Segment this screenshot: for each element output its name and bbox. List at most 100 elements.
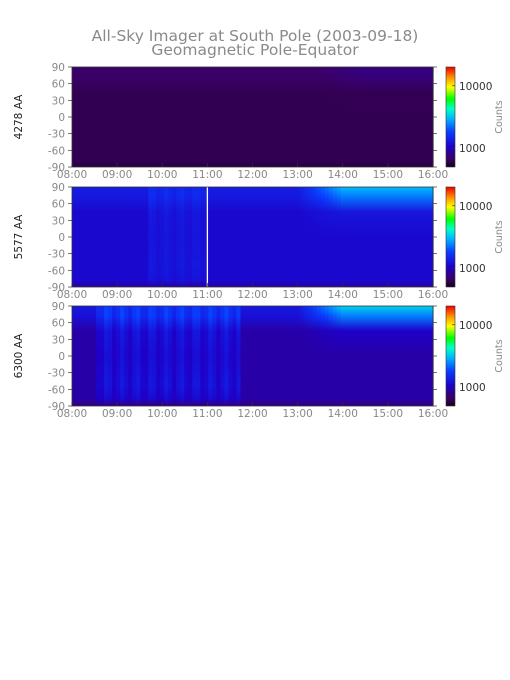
colorbar-tick-label: 10000 xyxy=(459,201,492,213)
chart-subtitle: Geomagnetic Pole-Equator xyxy=(151,41,359,59)
y-tick-label: -60 xyxy=(48,145,65,157)
heatmap-cell xyxy=(292,67,298,167)
y-tick-label: -60 xyxy=(48,265,65,277)
heatmap-cell xyxy=(180,306,185,406)
heatmap-cell xyxy=(396,67,402,167)
heatmap-cell xyxy=(420,306,426,406)
heatmap-cell xyxy=(276,67,282,167)
heatmap-cell xyxy=(360,306,366,406)
x-tick-label: 09:00 xyxy=(102,169,132,181)
y-tick-label: 60 xyxy=(52,79,65,91)
heatmap-cell xyxy=(288,306,294,406)
heatmap-cell xyxy=(80,187,85,287)
heatmap-cell xyxy=(96,67,101,167)
heatmap-cell xyxy=(224,306,230,406)
heatmap-cell xyxy=(392,306,398,406)
heatmap-cell xyxy=(220,306,226,406)
heatmap-cell xyxy=(352,67,358,167)
heatmap-cell xyxy=(284,67,290,167)
y-tick-label: -30 xyxy=(48,249,65,261)
y-tick-label: 90 xyxy=(52,62,65,74)
y-tick-label: -90 xyxy=(48,162,65,174)
heatmap-cell xyxy=(228,187,234,287)
heatmap-cell xyxy=(132,187,137,287)
x-tick-label: 11:00 xyxy=(192,408,222,420)
heatmap-cell xyxy=(160,187,165,287)
heatmap-cell xyxy=(120,187,125,287)
heatmap-cell xyxy=(324,306,330,406)
heatmap-cell xyxy=(120,67,125,167)
y-axis-label: 4278 AA xyxy=(13,94,25,140)
heatmap-cell xyxy=(408,67,414,167)
heatmap-cell xyxy=(244,67,250,167)
heatmap-cell xyxy=(392,67,398,167)
heatmap-cell xyxy=(252,187,258,287)
heatmap-cell xyxy=(108,306,113,406)
heatmap-cell xyxy=(324,67,330,167)
y-tick-label: 30 xyxy=(52,215,65,227)
heatmap-cell xyxy=(144,67,149,167)
y-axis-label: 6300 AA xyxy=(13,333,25,379)
heatmap-cell xyxy=(160,306,165,406)
heatmap-cell xyxy=(196,306,201,406)
heatmap-cell xyxy=(176,67,181,167)
heatmap-cell xyxy=(160,67,165,167)
heatmap-cell xyxy=(296,306,302,406)
heatmap-3 xyxy=(72,306,434,406)
colorbar-tick-label: 1000 xyxy=(459,263,486,275)
colorbar-label: Counts xyxy=(494,100,505,133)
heatmap-cell xyxy=(188,187,193,287)
heatmap-cell xyxy=(260,306,266,406)
y-tick-label: -90 xyxy=(48,282,65,294)
heatmap-cell xyxy=(124,187,129,287)
y-tick-label: 90 xyxy=(52,301,65,313)
heatmap-cell xyxy=(400,306,406,406)
heatmap-cell xyxy=(212,67,217,167)
heatmap-cell xyxy=(124,306,129,406)
x-tick-label: 14:00 xyxy=(328,289,358,301)
colorbar-tick-label: 10000 xyxy=(459,81,492,93)
heatmap-cell xyxy=(272,306,278,406)
heatmap-cell xyxy=(140,67,145,167)
x-tick-label: 15:00 xyxy=(373,169,403,181)
heatmap-cell xyxy=(352,187,358,287)
heatmap-cell xyxy=(400,67,406,167)
x-tick-label: 14:00 xyxy=(328,169,358,181)
y-tick-label: 0 xyxy=(58,232,65,244)
heatmap-cell xyxy=(348,187,354,287)
heatmap-cell xyxy=(412,187,418,287)
heatmap-cell xyxy=(384,306,390,406)
heatmap-cell xyxy=(96,306,101,406)
heatmap-cell xyxy=(412,67,418,167)
x-tick-label: 11:00 xyxy=(192,169,222,181)
heatmap-cell xyxy=(308,67,314,167)
y-tick-label: -30 xyxy=(48,129,65,141)
heatmap-cell xyxy=(268,306,274,406)
y-axis-label: 5577 AA xyxy=(13,214,25,260)
heatmap-cell xyxy=(220,67,226,167)
heatmap-cell xyxy=(72,187,77,287)
heatmap-cell xyxy=(104,67,109,167)
heatmap-cell xyxy=(76,67,81,167)
x-tick-label: 09:00 xyxy=(102,408,132,420)
heatmap-cell xyxy=(356,306,362,406)
heatmap-cell xyxy=(372,67,378,167)
heatmap-cell xyxy=(252,67,258,167)
heatmap-cell xyxy=(216,306,222,406)
heatmap-cell xyxy=(76,306,81,406)
colorbar-tick-label: 1000 xyxy=(459,143,486,155)
heatmap-cell xyxy=(184,187,189,287)
heatmap-cell xyxy=(408,187,414,287)
colorbar-gradient xyxy=(445,186,456,288)
heatmap-cell xyxy=(348,306,354,406)
y-tick-label: 0 xyxy=(58,351,65,363)
heatmap-cell xyxy=(148,187,153,287)
heatmap-cell xyxy=(296,187,302,287)
heatmap-cell xyxy=(380,187,386,287)
heatmap-cell xyxy=(384,67,390,167)
heatmap-cell xyxy=(136,67,141,167)
heatmap-cell xyxy=(128,306,133,406)
